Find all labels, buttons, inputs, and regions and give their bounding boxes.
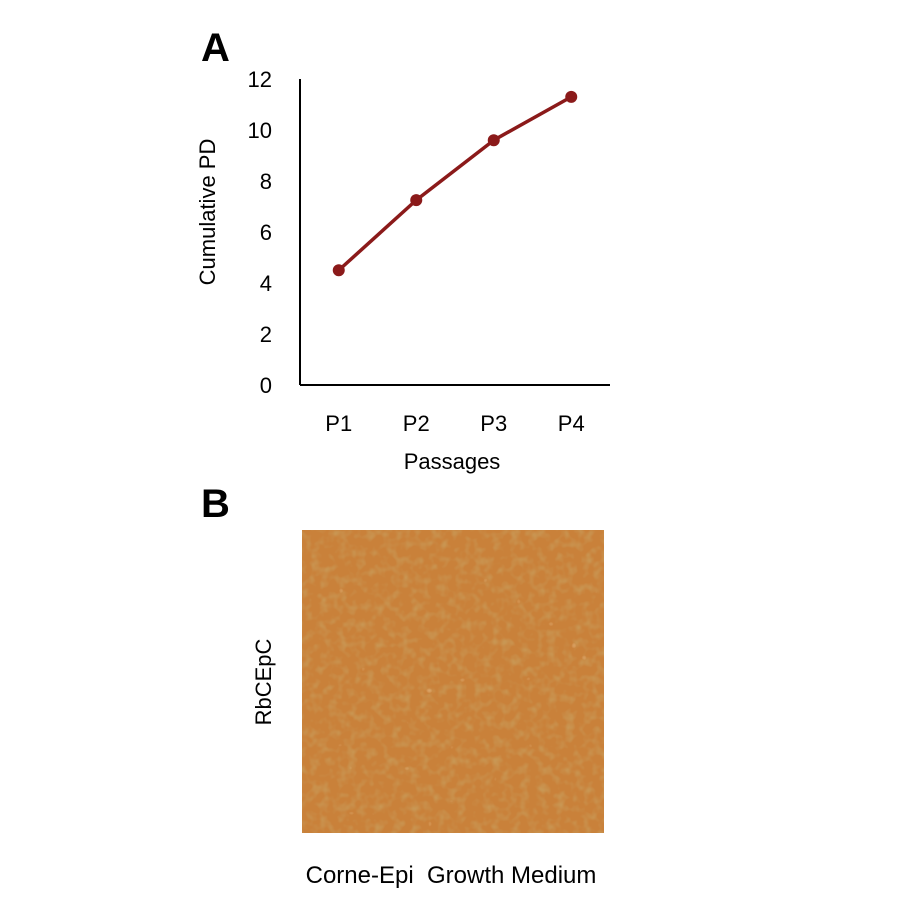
image-caption: Corne-Epi Growth Medium [305,862,597,889]
series-line [337,95,573,272]
y-tick-label: 0 [260,373,272,398]
data-point [565,90,578,103]
y-tick-label: 10 [248,118,272,143]
data-point [410,194,423,207]
x-tick-label: P2 [403,411,430,436]
cumulative-pd-chart: 0 2 4 6 8 10 12 P1 P2 P3 P4 Cumulative PD Passage… [195,67,610,474]
data-point [487,134,500,147]
micrograph-texture [302,530,604,833]
cell-micrograph-image [302,530,604,833]
y-tick-label: 4 [260,271,272,296]
y-tick-label: 12 [248,67,272,92]
y-axis-label: Cumulative PD [195,139,220,286]
y-tick-labels: 0 2 4 6 8 10 12 [248,67,272,398]
x-tick-label: P1 [325,411,352,436]
panel-b-label: B [201,482,230,526]
x-axis-label: Passages [404,449,501,474]
data-points [332,90,578,277]
y-tick-label: 6 [260,220,272,245]
data-point [332,264,345,277]
y-tick-label: 8 [260,169,272,194]
x-tick-labels: P1 P2 P3 P4 [325,411,584,436]
y-tick-label: 2 [260,322,272,347]
x-tick-label: P4 [558,411,585,436]
panel-a-label: A [201,26,230,70]
x-tick-label: P3 [480,411,507,436]
image-row-label: RbCEpC [251,638,276,726]
